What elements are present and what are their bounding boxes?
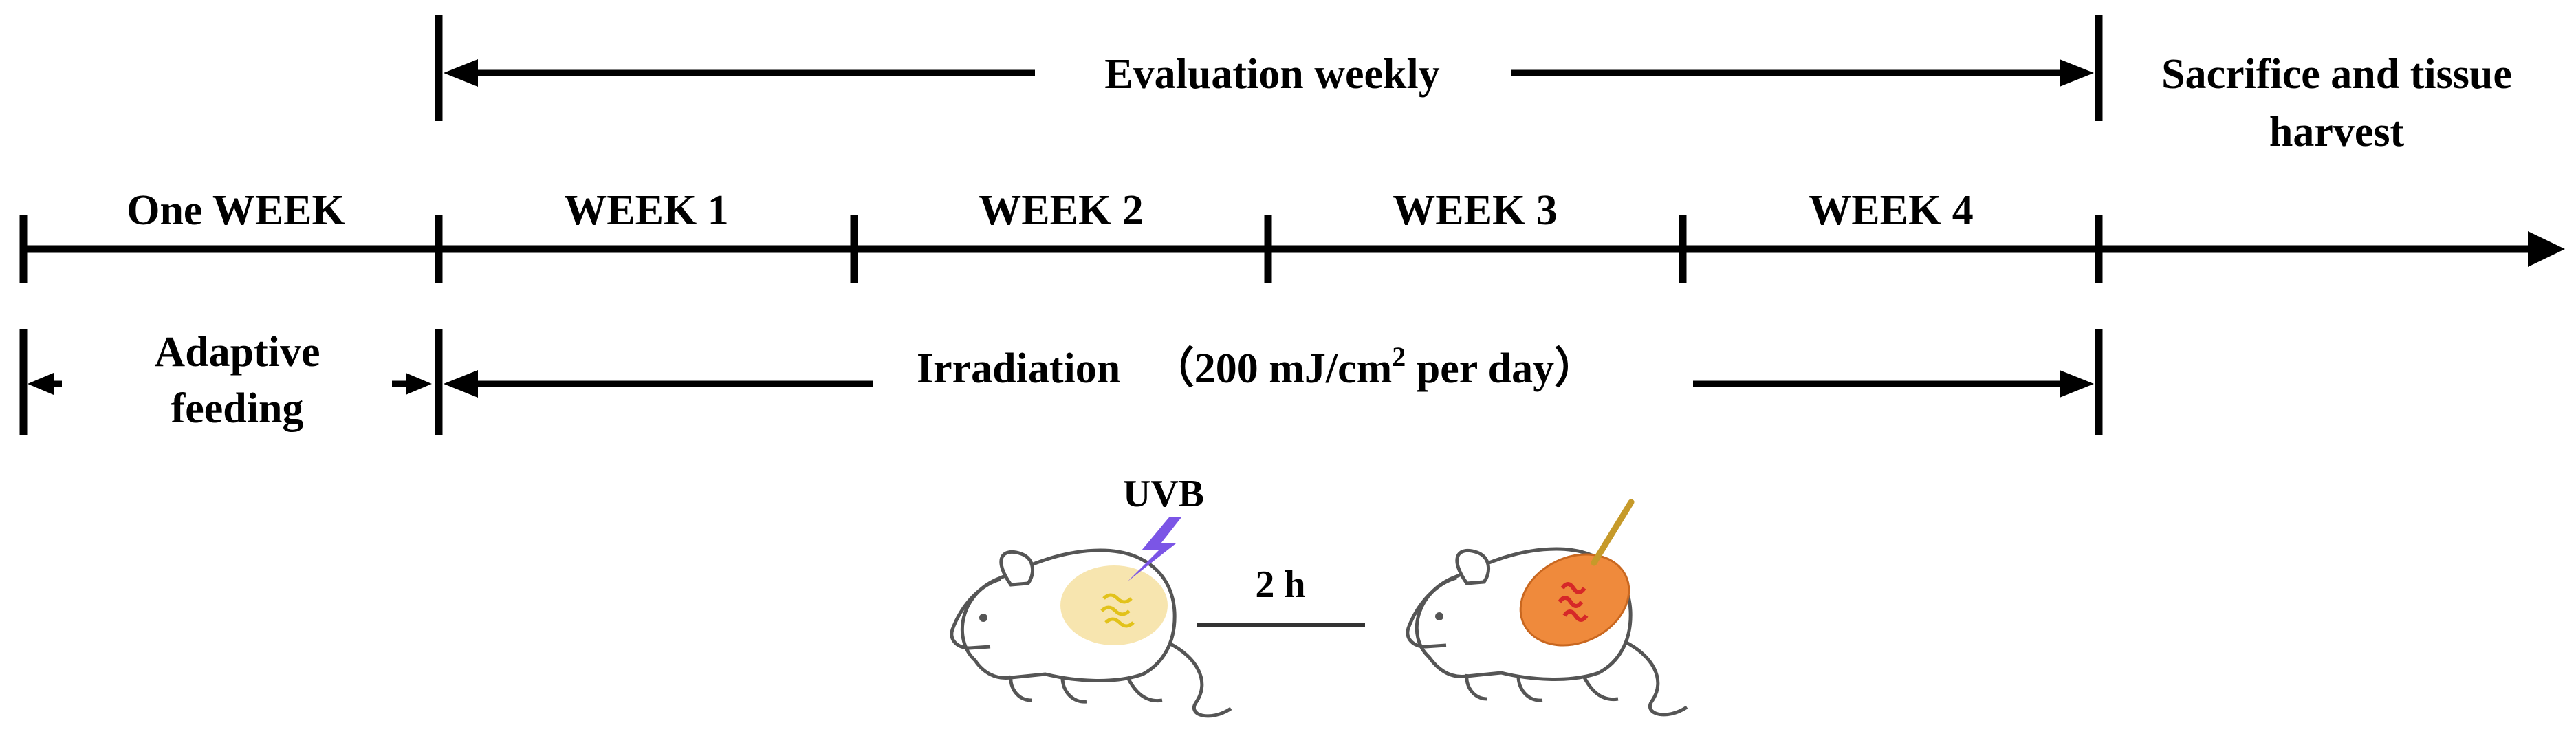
- irradiation-label: Irradiation （200 mJ/cm2 per day）: [917, 341, 1597, 392]
- inflamed-skin-spot: [1519, 553, 1630, 647]
- irradiation-word: Irradiation: [917, 345, 1120, 392]
- period-label: WEEK 3: [1393, 187, 1557, 234]
- mouse-post-exposure: [1406, 499, 1688, 717]
- mouse-tail: [1168, 641, 1232, 718]
- measurement-probe: [1591, 499, 1635, 566]
- mouse-uvb-exposure: UVB: [950, 473, 1232, 718]
- time-interval: 2 h: [1197, 563, 1365, 627]
- inflamed-spot-lines: [1558, 582, 1589, 622]
- irradiation-span: Irradiation （200 mJ/cm2 per day）: [435, 329, 2103, 435]
- sacrifice-label-line1: Sacrifice and tissue: [2161, 51, 2512, 98]
- evaluation-arrowhead-left: [444, 59, 478, 87]
- mouse-legs: [1009, 675, 1163, 704]
- timeline: One WEEK WEEK 1 WEEK 2 WEEK 3 WEEK 4: [19, 187, 2565, 283]
- mouse-head: [950, 577, 1001, 650]
- adaptive-arrowhead-right: [406, 373, 432, 395]
- mouse-eye: [1435, 612, 1443, 620]
- uv-exposure-spot: [1060, 565, 1168, 645]
- irradiation-arrowhead-left: [444, 370, 478, 398]
- uv-spot-lines: [1100, 593, 1135, 628]
- period-label: One WEEK: [127, 187, 345, 234]
- irradiation-dose: （200 mJ/cm: [1152, 344, 1393, 392]
- mouse-ear: [1455, 548, 1491, 585]
- evaluation-arrowhead-right: [2060, 59, 2094, 87]
- mouse-head: [1406, 576, 1457, 649]
- mouse-legs: [1465, 673, 1619, 702]
- adaptive-label-line1: Adaptive: [154, 329, 320, 376]
- period-label: WEEK 1: [564, 187, 728, 234]
- sacrifice-label-line2: harvest: [2269, 109, 2405, 155]
- adaptive-arrowhead-left: [28, 373, 54, 395]
- sacrifice-label: Sacrifice and tissue harvest: [2161, 51, 2512, 155]
- irradiation-arrowhead-right: [2060, 370, 2094, 398]
- uvb-lightning-icon: [1128, 517, 1181, 581]
- evaluation-span: Evaluation weekly: [435, 15, 2103, 121]
- mouse-ear: [999, 550, 1035, 587]
- period-label: WEEK 4: [1809, 187, 1973, 234]
- mouse-eye: [979, 614, 987, 622]
- irradiation-dose-suffix: per day）: [1406, 344, 1597, 392]
- interval-label: 2 h: [1255, 563, 1305, 606]
- irradiation-dose-exponent: 2: [1392, 341, 1406, 372]
- uvb-label: UVB: [1123, 473, 1204, 515]
- period-label: WEEK 2: [979, 187, 1143, 234]
- mouse-tail: [1624, 640, 1688, 717]
- adaptive-feeding-span: Adaptive feeding: [19, 329, 443, 435]
- evaluation-label: Evaluation weekly: [1104, 51, 1439, 98]
- adaptive-label-line2: feeding: [171, 385, 304, 432]
- timeline-arrowhead: [2528, 231, 2565, 267]
